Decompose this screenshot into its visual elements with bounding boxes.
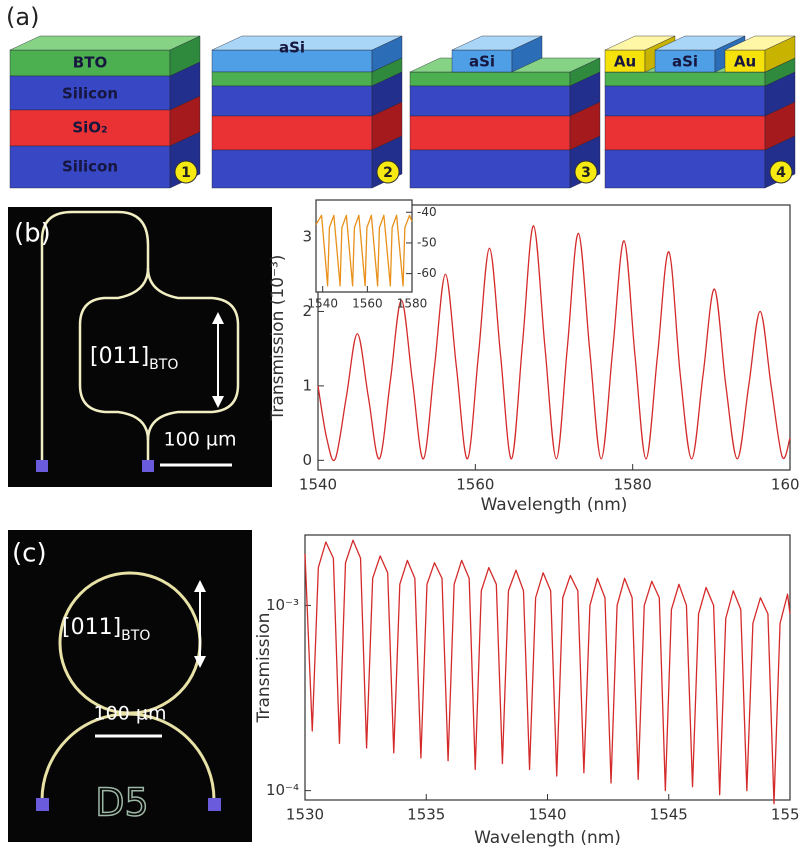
- layer-front: [409, 85, 571, 117]
- layer-diagrams: [9, 35, 796, 189]
- panel-label: (b): [14, 219, 51, 249]
- badge: [769, 160, 793, 184]
- x-tick-label: 1560: [352, 297, 383, 311]
- badge: [174, 160, 198, 184]
- micrograph-bg: [8, 207, 272, 487]
- y-tick-label: 10⁻⁴: [266, 781, 299, 799]
- layer-front: [211, 71, 373, 87]
- layer-label: SiO₂: [72, 119, 107, 137]
- orientation-sub: BTO: [121, 628, 150, 644]
- y-tick-label: -40: [417, 205, 437, 219]
- x-tick-label: 1540: [299, 476, 337, 494]
- layer-front: [409, 115, 571, 151]
- orientation-label: [011]BTO: [62, 615, 150, 644]
- micrograph-ring: [011]BTO 100 µm D5 (c): [8, 530, 252, 842]
- layer-front: [604, 115, 766, 151]
- orientation: [011]: [62, 615, 121, 640]
- layer-front: [9, 145, 171, 189]
- arrow-head: [212, 396, 224, 408]
- arrow-head: [212, 312, 224, 324]
- y-axis-label: Transmission (10⁻³): [268, 255, 288, 422]
- layer-label: Au: [614, 53, 636, 71]
- waveguide: [146, 267, 240, 441]
- layer-front: [409, 149, 571, 189]
- data-line: [317, 225, 791, 462]
- coupler: [208, 798, 221, 811]
- badge-number: 1: [181, 165, 191, 181]
- layer-front: [9, 49, 171, 77]
- waveguide: [40, 210, 150, 462]
- y-axis-label: Transmission: [254, 613, 274, 724]
- data-line: [315, 214, 413, 287]
- layer-front: [211, 115, 373, 151]
- panel-label: (a): [6, 3, 39, 31]
- y-tick-label: -50: [417, 235, 437, 249]
- y-tick-label: 0: [302, 451, 312, 469]
- layer-top: [654, 35, 746, 51]
- device-marker: D5: [95, 781, 148, 825]
- y-tick-label: 10⁻³: [266, 596, 299, 614]
- orientation-label: [011]BTO: [90, 344, 178, 373]
- x-tick-label: 1530: [286, 806, 324, 824]
- coupler: [142, 460, 154, 472]
- y-tick-label: 1: [302, 376, 312, 394]
- layer-front: [9, 109, 171, 147]
- x-tick-label: 1540: [528, 806, 566, 824]
- y-tick-label: 2: [302, 302, 312, 320]
- arrow-head: [194, 656, 206, 668]
- layer-top: [451, 35, 543, 51]
- scale-bar-label: 100 µm: [94, 703, 167, 725]
- layer-top: [724, 35, 796, 51]
- x-tick-label: 1540: [307, 297, 338, 311]
- layer-label: aSi: [672, 53, 698, 71]
- layer-front: [211, 149, 373, 189]
- layer-label: Au: [734, 53, 756, 71]
- layer-label: Silicon: [62, 158, 118, 176]
- layer-label: aSi: [279, 39, 305, 57]
- plot-frame: [304, 534, 791, 801]
- coupler: [36, 798, 49, 811]
- x-tick-label: 1580: [397, 297, 428, 311]
- y-tick-label: 3: [302, 228, 312, 246]
- badge-number: 3: [581, 165, 591, 181]
- layer-top: [9, 35, 201, 51]
- layer-label: aSi: [469, 53, 495, 71]
- layer-front: [211, 85, 373, 117]
- step-badges: 1 2 3 4: [174, 160, 793, 184]
- micrograph-bg: [8, 530, 252, 842]
- x-tick-label: 1580: [614, 476, 652, 494]
- x-tick-label: 1545: [650, 806, 688, 824]
- x-tick-label: 1535: [407, 806, 445, 824]
- y-tick-label: -60: [417, 266, 437, 280]
- x-tick-label: 1560: [456, 476, 494, 494]
- layer-front: [604, 149, 766, 189]
- panel-label: (c): [12, 539, 47, 569]
- layer-label: BTO: [73, 54, 107, 72]
- layer-front: [604, 71, 766, 87]
- x-axis-label: Wavelength (nm): [474, 828, 621, 848]
- layer-top: [604, 35, 676, 51]
- badge-number: 2: [383, 165, 393, 181]
- scale-bar-label: 100 µm: [164, 429, 237, 451]
- micrograph-mzi: [011]BTO 100 µm (b): [8, 207, 272, 487]
- bus-waveguide: [40, 712, 216, 801]
- layer-top: [211, 35, 403, 51]
- data-line: [304, 539, 791, 805]
- coupler: [36, 460, 48, 472]
- x-axis-label: Wavelength (nm): [481, 495, 628, 515]
- badge-number: 4: [776, 165, 786, 181]
- badge: [376, 160, 400, 184]
- layer-front: [409, 71, 571, 87]
- layer-label: Silicon: [62, 85, 118, 103]
- badge: [574, 160, 598, 184]
- layer-front: [604, 85, 766, 117]
- orientation: [011]: [90, 344, 149, 369]
- arrow-head: [194, 580, 206, 592]
- orientation-sub: BTO: [149, 357, 178, 373]
- x-tick-label: 1550: [771, 806, 800, 824]
